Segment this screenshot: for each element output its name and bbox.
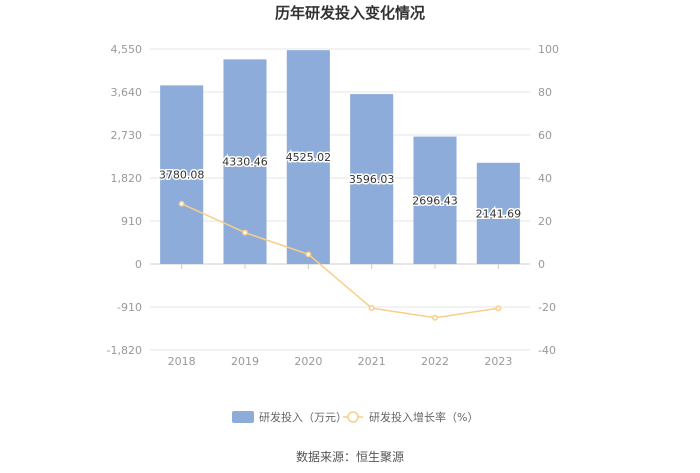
growth-point-2022 bbox=[432, 314, 438, 321]
left-tick-label: -910 bbox=[117, 301, 142, 314]
x-tick-label: 2022 bbox=[421, 355, 449, 368]
data-source: 数据来源：恒生聚源 bbox=[296, 449, 404, 464]
growth-point-2019 bbox=[242, 229, 248, 236]
bar-2018 bbox=[160, 85, 204, 265]
growth-point-2018 bbox=[178, 200, 185, 207]
right-tick-label: 20 bbox=[538, 215, 552, 228]
growth-point-2020 bbox=[305, 251, 312, 258]
legend-line-label: 研发投入增长率（%） bbox=[369, 410, 478, 424]
right-tick-label: 60 bbox=[538, 129, 552, 142]
bar-data-labels: 3780.08 4330.46 4525.02 3596.03 2696.43 2141.… bbox=[157, 150, 522, 222]
grid-lines bbox=[150, 48, 530, 351]
right-tick-label: 80 bbox=[538, 86, 552, 99]
left-tick-label: 1,820 bbox=[111, 172, 143, 185]
left-tick-label: 3,640 bbox=[111, 86, 143, 99]
bar-value-label: 3596.03 bbox=[349, 173, 395, 186]
growth-point-2023 bbox=[495, 305, 502, 312]
x-axis-ticks: 2018 2019 2020 2021 2022 2023 bbox=[168, 264, 512, 368]
legend-line-marker bbox=[347, 411, 359, 423]
left-tick-label: 0 bbox=[135, 258, 142, 271]
x-tick-label: 2018 bbox=[168, 355, 196, 368]
legend-bar-label: 研发投入（万元） bbox=[259, 410, 347, 424]
left-tick-label: 4,550 bbox=[111, 43, 143, 56]
x-tick-label: 2020 bbox=[294, 355, 322, 368]
legend[interactable]: 研发投入（万元） 研发投入增长率（%） bbox=[232, 410, 478, 424]
legend-bar-swatch bbox=[232, 411, 254, 423]
bar-2021 bbox=[350, 94, 394, 265]
bar-value-label: 3780.08 bbox=[159, 169, 205, 182]
chart-title: 历年研发投入变化情况 bbox=[275, 4, 425, 22]
x-tick-label: 2023 bbox=[484, 355, 512, 368]
bar-2023 bbox=[476, 162, 520, 264]
bar-value-label: 2696.43 bbox=[412, 194, 458, 207]
bar-series bbox=[160, 50, 520, 265]
x-tick-label: 2019 bbox=[231, 355, 259, 368]
right-tick-label: -40 bbox=[538, 344, 556, 357]
right-tick-label: 100 bbox=[538, 43, 559, 56]
bar-2022 bbox=[413, 136, 457, 264]
left-tick-label: -1,820 bbox=[107, 344, 142, 357]
right-tick-label: 0 bbox=[538, 258, 545, 271]
bar-value-label: 2141.69 bbox=[476, 207, 522, 220]
growth-point-2021 bbox=[368, 305, 375, 312]
right-tick-label: 40 bbox=[538, 172, 552, 185]
left-tick-label: 910 bbox=[121, 215, 142, 228]
line-series bbox=[178, 200, 502, 321]
right-tick-label: -20 bbox=[538, 301, 556, 314]
growth-rate-line bbox=[181, 203, 499, 319]
left-axis-ticks: 4,550 3,640 2,730 1,820 910 0 -910 -1,820 bbox=[107, 43, 142, 357]
bar-value-label: 4330.46 bbox=[222, 156, 268, 169]
bar-value-label: 4525.02 bbox=[286, 151, 332, 164]
x-tick-label: 2021 bbox=[358, 355, 386, 368]
left-tick-label: 2,730 bbox=[111, 129, 143, 142]
right-axis-ticks: 100 80 60 40 20 0 -20 -40 bbox=[538, 43, 559, 357]
bar-2020 bbox=[286, 50, 330, 264]
